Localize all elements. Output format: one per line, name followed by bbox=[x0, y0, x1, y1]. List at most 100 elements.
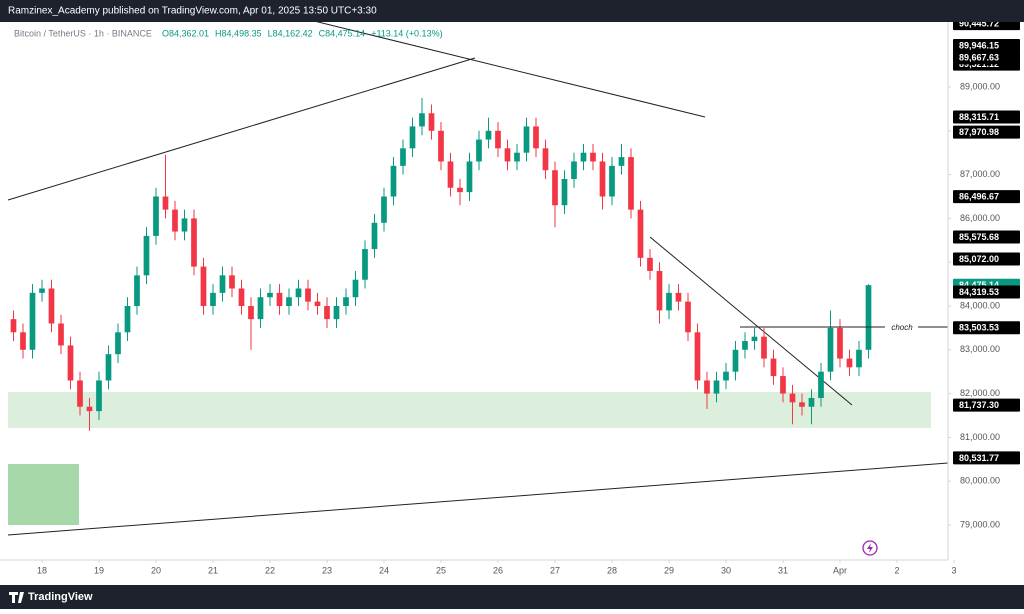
price-label: 85,072.00 bbox=[959, 254, 999, 264]
candle-body bbox=[637, 209, 644, 258]
candle-body bbox=[238, 288, 245, 307]
price-label-box bbox=[953, 285, 1020, 299]
price-label: 90,445.72 bbox=[959, 19, 999, 29]
x-tick-label: 25 bbox=[436, 565, 446, 575]
x-tick-label: 23 bbox=[322, 565, 332, 575]
candle-body bbox=[219, 275, 226, 293]
symbol-info: Bitcoin / TetherUS · 1h · BINANCE bbox=[14, 28, 152, 38]
y-tick-label: 89,000.00 bbox=[960, 81, 1000, 91]
candle-body bbox=[761, 336, 767, 359]
candle-body bbox=[770, 358, 777, 377]
ohlc-value: C84,475.14 bbox=[319, 28, 366, 38]
candle-body bbox=[713, 380, 720, 394]
x-tick-label: 21 bbox=[208, 565, 218, 575]
candle-body bbox=[181, 218, 188, 232]
candle-body bbox=[210, 292, 216, 307]
candle-body bbox=[124, 306, 131, 333]
candle-body bbox=[466, 161, 473, 193]
candle-body bbox=[10, 319, 17, 333]
ohlc-value: +113.14 (+0.13%) bbox=[371, 28, 442, 38]
candle-body bbox=[514, 152, 520, 162]
price-label: 87,970.98 bbox=[959, 127, 999, 137]
x-tick-label: 28 bbox=[607, 565, 617, 575]
x-tick-label: 29 bbox=[664, 565, 674, 575]
candle-body bbox=[58, 323, 64, 346]
y-tick-label: 82,000.00 bbox=[960, 388, 1000, 398]
candle-body bbox=[77, 380, 83, 407]
candle-body bbox=[694, 332, 701, 381]
candle-body bbox=[333, 306, 340, 320]
price-label: 89,667.63 bbox=[959, 53, 999, 63]
candle-body bbox=[267, 292, 273, 298]
candle-body bbox=[48, 288, 55, 324]
candle-body bbox=[656, 270, 663, 311]
candle-body bbox=[580, 152, 587, 162]
trend-line bbox=[7, 57, 476, 201]
candle-body bbox=[400, 148, 406, 166]
ohlc-value: H84,498.35 bbox=[215, 28, 262, 38]
y-tick-label: 79,000.00 bbox=[960, 519, 1000, 529]
candle-body bbox=[29, 292, 36, 350]
candle-body bbox=[257, 297, 264, 320]
event-icon bbox=[862, 540, 878, 556]
trend-line bbox=[316, 22, 706, 118]
price-label-box bbox=[953, 125, 1020, 139]
price-label: 86,496.67 bbox=[959, 192, 999, 202]
candle-body bbox=[371, 222, 378, 250]
candle-body bbox=[153, 196, 159, 236]
x-tick-label: 26 bbox=[493, 565, 503, 575]
x-tick-label: 27 bbox=[550, 565, 560, 575]
brand: TradingView bbox=[28, 591, 93, 603]
candle-body bbox=[561, 178, 568, 206]
candle-body bbox=[533, 126, 539, 149]
candle-body bbox=[39, 288, 45, 293]
price-label: 85,575.68 bbox=[959, 232, 999, 242]
x-tick-label: 3 bbox=[951, 565, 956, 575]
candle-body bbox=[542, 148, 549, 171]
candle-body bbox=[495, 130, 501, 149]
candle-body bbox=[248, 306, 254, 320]
candle-body bbox=[447, 161, 454, 188]
ohlc-value: O84,362.01 bbox=[162, 28, 209, 38]
candle-body bbox=[381, 196, 387, 223]
y-tick-label: 84,000.00 bbox=[960, 300, 1000, 310]
price-label-box bbox=[953, 51, 1020, 65]
candle-body bbox=[742, 341, 748, 350]
price-label: 84,319.53 bbox=[959, 287, 999, 297]
candle-body bbox=[599, 161, 606, 197]
plot-area: choch bbox=[7, 22, 948, 556]
x-tick-label: 30 bbox=[721, 565, 731, 575]
candle-body bbox=[609, 165, 615, 197]
candle-body bbox=[191, 218, 197, 267]
top-bar bbox=[0, 0, 1024, 22]
price-label: 88,315.71 bbox=[959, 112, 999, 122]
candle-body bbox=[362, 249, 368, 280]
candle-body bbox=[409, 126, 416, 149]
candle-body bbox=[276, 292, 283, 307]
x-tick-label: 18 bbox=[37, 565, 47, 575]
candle-body bbox=[314, 301, 321, 307]
candle-body bbox=[162, 196, 169, 210]
candle-body bbox=[324, 306, 330, 320]
x-axis: 18 19 20 21 22 23 24 25 26 27 28 29 30 31 Apr 2 3 bbox=[37, 560, 956, 575]
logo bbox=[9, 592, 24, 603]
axis-edge bbox=[1020, 22, 1024, 585]
x-tick-label: Apr bbox=[833, 565, 847, 575]
candle-body bbox=[143, 235, 150, 276]
candle-body bbox=[134, 275, 140, 307]
candle-body bbox=[780, 376, 786, 394]
y-tick-label: 86,000.00 bbox=[960, 213, 1000, 223]
candles bbox=[10, 97, 872, 431]
candle-body bbox=[485, 130, 492, 140]
candle-body bbox=[457, 187, 463, 193]
candle-body bbox=[286, 297, 292, 307]
candle-body bbox=[105, 354, 112, 381]
ohlc-legend: O84,362.01 H84,498.35 L84,162.42 C84,475.14… bbox=[162, 28, 443, 38]
price-label-box bbox=[953, 110, 1020, 124]
candle-body bbox=[200, 266, 207, 307]
price-label-box bbox=[953, 39, 1020, 53]
candle-body bbox=[789, 393, 796, 403]
candle-body bbox=[666, 292, 672, 311]
candle-body bbox=[115, 332, 121, 355]
